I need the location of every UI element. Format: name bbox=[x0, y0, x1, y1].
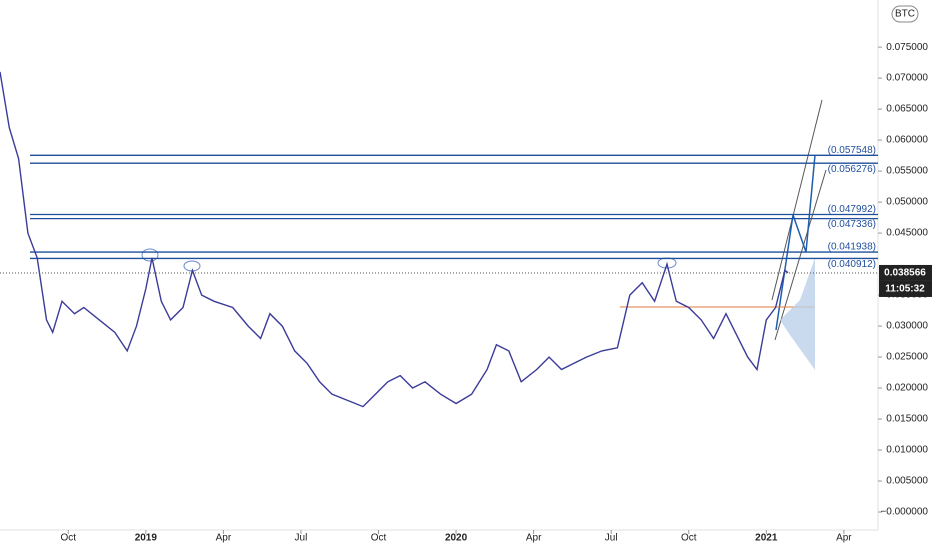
y-tick-label: 0.015000 bbox=[886, 414, 928, 425]
x-tick-label: Jul bbox=[295, 533, 308, 544]
y-tick-label: 0.070000 bbox=[886, 73, 928, 84]
symbol: BTC bbox=[895, 9, 915, 20]
price-line bbox=[0, 71, 789, 408]
countdown-tag bbox=[879, 280, 932, 297]
trend-line bbox=[771, 99, 823, 301]
last-price-tag bbox=[879, 264, 932, 281]
last-price-label: 0.038566 bbox=[884, 268, 926, 279]
countdown: 11:05:32 bbox=[885, 284, 925, 295]
x-tick-label: Apr bbox=[836, 533, 852, 544]
x-tick-label: Oct bbox=[371, 533, 387, 544]
y-tick-label: 0.055000 bbox=[886, 166, 928, 177]
x-tick-label: Oct bbox=[60, 533, 76, 544]
y-tick-label: 0.025000 bbox=[886, 352, 928, 363]
level-label: (0.056276) bbox=[828, 164, 876, 175]
marker bbox=[141, 248, 159, 262]
y-tick-label: 0.030000 bbox=[886, 321, 928, 332]
trend-line bbox=[774, 169, 827, 341]
level-label: (0.041938) bbox=[828, 242, 876, 253]
level-label: (0.047992) bbox=[828, 204, 876, 215]
y-tick-label: 0.020000 bbox=[886, 383, 928, 394]
y-tick-label: 0.060000 bbox=[886, 135, 928, 146]
symbol-badge bbox=[891, 5, 919, 23]
y-tick-label: 0.050000 bbox=[886, 197, 928, 208]
level-label: (0.047336) bbox=[828, 219, 876, 230]
x-tick-label: 2020 bbox=[445, 533, 468, 544]
y-tick-label: 0.045000 bbox=[886, 228, 928, 239]
y-tick-label: 0.005000 bbox=[886, 476, 928, 487]
x-tick-label: Apr bbox=[526, 533, 542, 544]
x-tick-label: 2021 bbox=[755, 533, 778, 544]
level-label: (0.040912) bbox=[828, 259, 876, 270]
level-label: (0.057548) bbox=[828, 145, 876, 156]
x-tick-label: Oct bbox=[681, 533, 697, 544]
y-tick-label: 0.065000 bbox=[886, 104, 928, 115]
volume-profile bbox=[780, 258, 815, 370]
y-tick-label: −0.000000 bbox=[880, 507, 928, 518]
x-tick-label: Apr bbox=[216, 533, 232, 544]
x-tick-label: 2019 bbox=[135, 533, 158, 544]
x-tick-label: Jul bbox=[605, 533, 618, 544]
y-tick-label: 0.010000 bbox=[886, 445, 928, 456]
y-tick-label: 0.075000 bbox=[886, 42, 928, 53]
